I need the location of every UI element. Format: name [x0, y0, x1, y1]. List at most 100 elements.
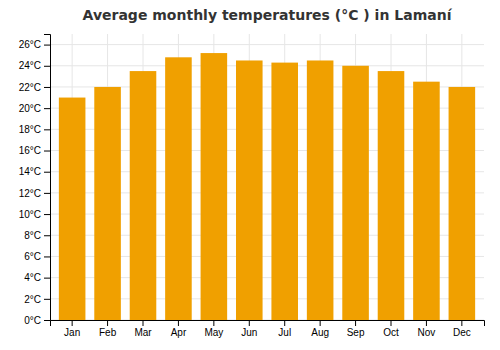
- y-tick-label: 16°C: [19, 145, 41, 156]
- x-tick-label: Jul: [278, 327, 291, 338]
- x-tick: Nov: [418, 320, 436, 338]
- x-tick-label: Jun: [241, 327, 257, 338]
- y-tick-label: 10°C: [19, 209, 41, 220]
- x-tick: Oct: [383, 320, 399, 338]
- x-tick-mark: [284, 320, 285, 326]
- y-tick: 26°C: [19, 39, 50, 50]
- y-tick: 12°C: [19, 188, 50, 199]
- x-tick-label: Nov: [418, 327, 436, 338]
- y-tick: 24°C: [19, 60, 50, 71]
- y-tick-mark: [44, 129, 50, 130]
- y-tick-mark: [44, 87, 50, 88]
- bar: [165, 57, 192, 320]
- x-tick-label: Aug: [311, 327, 329, 338]
- y-tick-label: 8°C: [24, 230, 41, 241]
- y-tick-mark: [44, 256, 50, 257]
- x-tick: Jul: [278, 320, 291, 338]
- y-tick-mark: [44, 193, 50, 194]
- bar: [378, 71, 405, 320]
- bar: [271, 63, 298, 320]
- x-tick-mark: [143, 320, 144, 326]
- x-tick-mark: [178, 320, 179, 326]
- y-tick-mark: [44, 108, 50, 109]
- y-tick: 4°C: [24, 272, 50, 283]
- y-tick-label: 6°C: [24, 251, 41, 262]
- x-tick-label: Feb: [99, 327, 117, 338]
- x-tick: Mar: [134, 320, 152, 338]
- y-tick-mark: [44, 320, 50, 321]
- bar: [201, 53, 228, 320]
- x-tick-mark: [213, 320, 214, 326]
- x-tick-label: Jan: [64, 327, 80, 338]
- y-tick: 0°C: [24, 315, 50, 326]
- y-tick: 2°C: [24, 294, 50, 305]
- bar: [236, 60, 263, 320]
- y-tick-mark: [44, 45, 50, 46]
- y-tick-mark: [44, 151, 50, 152]
- x-tick: May: [204, 320, 223, 338]
- y-tick: 14°C: [19, 166, 50, 177]
- bars: [59, 53, 475, 320]
- x-tick-mark: [426, 320, 427, 326]
- x-tick-mark: [107, 320, 108, 326]
- x-tick-label: Sep: [347, 327, 365, 338]
- y-tick-label: 0°C: [24, 315, 41, 326]
- x-tick-mark: [72, 320, 73, 326]
- y-tick: 18°C: [19, 124, 50, 135]
- bar: [59, 98, 86, 320]
- x-tick: Feb: [99, 320, 117, 338]
- x-tick: Dec: [453, 320, 471, 338]
- y-tick-label: 4°C: [24, 272, 41, 283]
- y-tick: 20°C: [19, 103, 50, 114]
- y-tick: 10°C: [19, 209, 50, 220]
- bar: [449, 87, 476, 320]
- y-tick-label: 2°C: [24, 294, 41, 305]
- y-tick-label: 24°C: [19, 60, 41, 71]
- y-tick-label: 26°C: [19, 39, 41, 50]
- y-tick-label: 22°C: [19, 82, 41, 93]
- y-tick-label: 18°C: [19, 124, 41, 135]
- bar: [94, 87, 121, 320]
- x-tick-mark: [391, 320, 392, 326]
- x-axis: Jan Feb Mar Apr May Jun Jul Aug Sep Oct Nov Dec: [51, 320, 485, 338]
- y-grid-line: [50, 44, 484, 45]
- title: Average monthly temperatures (°C ) in La…: [83, 7, 453, 23]
- x-tick-mark: [461, 320, 462, 326]
- x-tick: Sep: [347, 320, 365, 338]
- x-tick-mark: [355, 320, 356, 326]
- chart: 0°C 2°C 4°C 6°C 8°C 10°C 12°C 14°C 16°C 18°C 20°C 2…: [0, 0, 500, 350]
- x-tick: Apr: [171, 320, 187, 338]
- y-tick-label: 14°C: [19, 166, 41, 177]
- bar: [307, 60, 334, 320]
- y-tick: 8°C: [24, 230, 50, 241]
- x-tick-label: Apr: [171, 327, 187, 338]
- y-grid-line: [50, 65, 484, 66]
- x-tick: Jun: [241, 320, 257, 338]
- y-axis-line: [44, 35, 51, 321]
- y-tick: 6°C: [24, 251, 50, 262]
- y-tick-mark: [44, 214, 50, 215]
- x-tick-mark: [249, 320, 250, 326]
- grid: [50, 34, 484, 320]
- x-tick-mark: [320, 320, 321, 326]
- y-tick-mark: [44, 278, 50, 279]
- plot: 0°C 2°C 4°C 6°C 8°C 10°C 12°C 14°C 16°C 18°C 20°C 2…: [19, 34, 485, 338]
- x-tick-label: Mar: [134, 327, 152, 338]
- bar: [413, 82, 440, 320]
- y-tick-label: 12°C: [19, 188, 41, 199]
- x-tick-label: Dec: [453, 327, 471, 338]
- x-axis-line: [51, 321, 485, 327]
- y-tick-mark: [44, 299, 50, 300]
- bar: [342, 66, 369, 320]
- x-tick: Jan: [64, 320, 80, 338]
- bar: [130, 71, 157, 320]
- x-tick-label: May: [204, 327, 223, 338]
- x-tick: Aug: [311, 320, 329, 338]
- y-tick-mark: [44, 172, 50, 173]
- y-tick-label: 20°C: [19, 103, 41, 114]
- x-tick-label: Oct: [383, 327, 399, 338]
- y-tick: 22°C: [19, 82, 50, 93]
- y-tick-mark: [44, 235, 50, 236]
- y-tick-mark: [44, 66, 50, 67]
- y-axis: 0°C 2°C 4°C 6°C 8°C 10°C 12°C 14°C 16°C 18°C 20°C 2…: [19, 35, 51, 326]
